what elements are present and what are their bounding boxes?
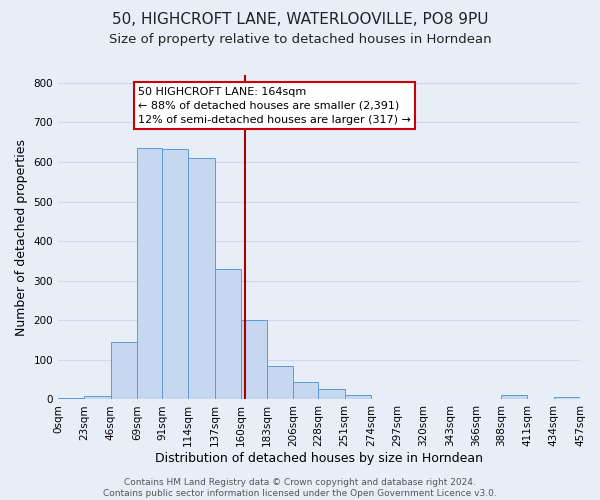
Bar — [85, 396, 110, 400]
Text: Contains HM Land Registry data © Crown copyright and database right 2024.
Contai: Contains HM Land Registry data © Crown c… — [103, 478, 497, 498]
X-axis label: Distribution of detached houses by size in Horndean: Distribution of detached houses by size … — [155, 452, 483, 465]
Text: 50 HIGHCROFT LANE: 164sqm
← 88% of detached houses are smaller (2,391)
12% of se: 50 HIGHCROFT LANE: 164sqm ← 88% of detac… — [138, 87, 411, 125]
Bar — [137, 148, 162, 400]
Bar — [554, 398, 580, 400]
Bar — [188, 158, 215, 400]
Text: 50, HIGHCROFT LANE, WATERLOOVILLE, PO8 9PU: 50, HIGHCROFT LANE, WATERLOOVILLE, PO8 9… — [112, 12, 488, 28]
Text: Size of property relative to detached houses in Horndean: Size of property relative to detached ho… — [109, 32, 491, 46]
Bar — [293, 382, 319, 400]
Bar — [58, 398, 85, 400]
Bar — [501, 394, 527, 400]
Bar — [215, 269, 241, 400]
Bar — [345, 394, 371, 400]
Bar — [162, 150, 188, 400]
Bar — [267, 366, 293, 400]
Bar — [110, 342, 137, 400]
Y-axis label: Number of detached properties: Number of detached properties — [15, 138, 28, 336]
Bar — [319, 389, 345, 400]
Bar — [241, 320, 267, 400]
